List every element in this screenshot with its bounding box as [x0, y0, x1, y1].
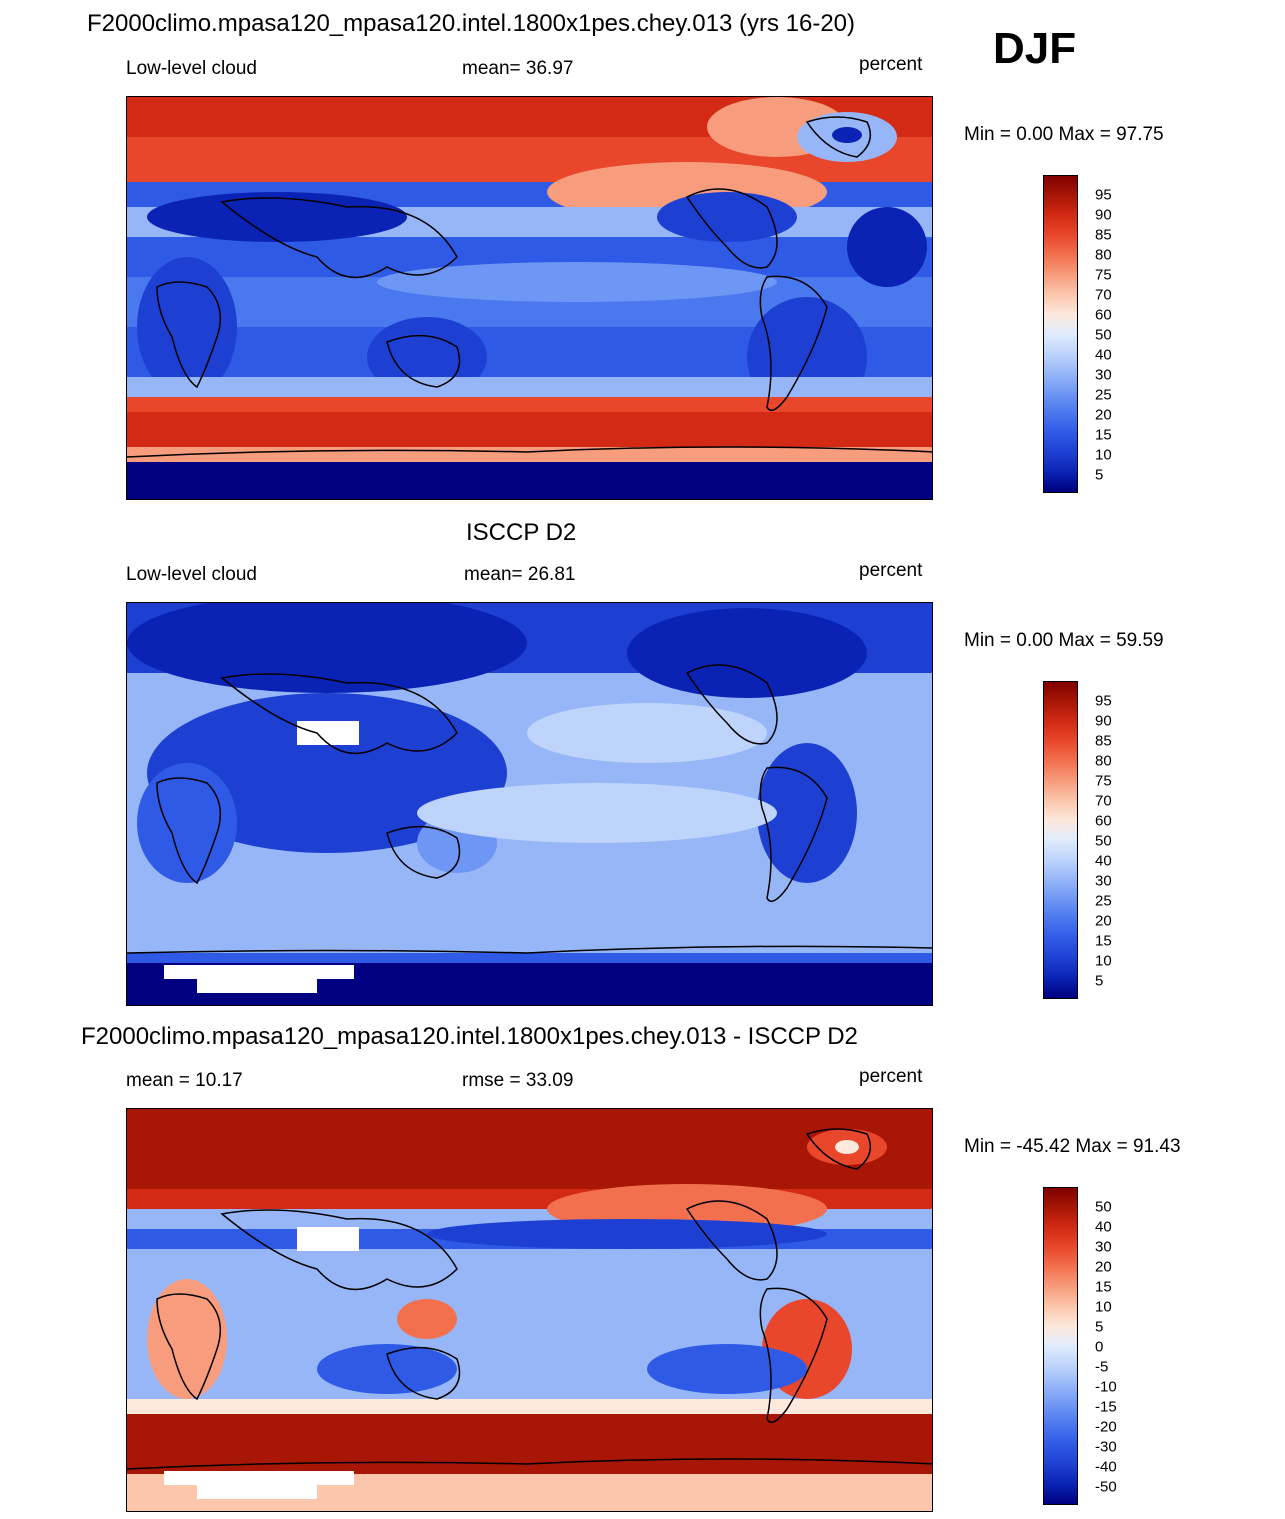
- panel-minmax-model: Min = 0.00 Max = 97.75: [964, 124, 1164, 145]
- panel-minmax-obs: Min = 0.00 Max = 59.59: [964, 630, 1164, 651]
- colorbar-model-label: 60: [1095, 306, 1112, 324]
- panel-units-obs: percent: [859, 560, 923, 581]
- colorbar-obs-label: 70: [1095, 792, 1112, 810]
- colorbar-model-label: 30: [1095, 366, 1112, 384]
- coastlines: [127, 116, 932, 458]
- colorbar-model-label: 85: [1095, 226, 1112, 244]
- panel-mean-obs: mean= 26.81: [464, 564, 576, 585]
- map-obs-low-cloud: [126, 602, 933, 1006]
- colorbar-diff-label: 10: [1095, 1298, 1112, 1316]
- map-obs-svg: [127, 603, 932, 1005]
- colorbar-obs-label: 85: [1095, 732, 1112, 750]
- colorbar-obs-label: 60: [1095, 812, 1112, 830]
- colorbar-model-label: 15: [1095, 426, 1112, 444]
- panel-title-obs: ISCCP D2: [466, 519, 577, 546]
- coastlines: [127, 1128, 932, 1470]
- panel-rmse-diff: rmse = 33.09: [462, 1070, 574, 1091]
- panel-units-model: percent: [859, 54, 923, 75]
- colorbar-obs-label: 5: [1095, 972, 1104, 990]
- colorbar-obs-label: 25: [1095, 892, 1112, 910]
- colorbar-diff-label: -50: [1095, 1478, 1117, 1496]
- colorbar-obs-box: [1043, 681, 1078, 999]
- season-label: DJF: [993, 24, 1077, 73]
- colorbar-obs-label: 95: [1095, 692, 1112, 710]
- panel-title-model: F2000climo.mpasa120_mpasa120.intel.1800x…: [87, 10, 856, 37]
- colorbar-model-label: 75: [1095, 266, 1112, 284]
- colorbar-diff-label: -40: [1095, 1458, 1117, 1476]
- colorbar-model-label: 95: [1095, 186, 1112, 204]
- colorbar-model-label: 70: [1095, 286, 1112, 304]
- colorbar-obs-label: 90: [1095, 712, 1112, 730]
- colorbar-diff-box: [1043, 1187, 1078, 1505]
- panel-mean-diff: mean = 10.17: [126, 1070, 243, 1091]
- panel-minmax-diff: Min = -45.42 Max = 91.43: [964, 1136, 1181, 1157]
- colorbar-diff-label: -15: [1095, 1398, 1117, 1416]
- panel-left-label-model: Low-level cloud: [126, 58, 257, 79]
- colorbar-model-label: 50: [1095, 326, 1112, 344]
- colorbar-model-label: 90: [1095, 206, 1112, 224]
- map-model-low-cloud: [126, 96, 933, 500]
- colorbar-model-label: 20: [1095, 406, 1112, 424]
- colorbar-obs-label: 15: [1095, 932, 1112, 950]
- colorbar-diff-label: 30: [1095, 1238, 1112, 1256]
- panel-units-diff: percent: [859, 1066, 923, 1087]
- panel-left-label-obs: Low-level cloud: [126, 564, 257, 585]
- colorbar-model-label: 10: [1095, 446, 1112, 464]
- panel-mean-model: mean= 36.97: [462, 58, 574, 79]
- coastlines: [127, 664, 932, 954]
- colorbar-diff-label: -20: [1095, 1418, 1117, 1436]
- colorbar-diff-label: 50: [1095, 1198, 1112, 1216]
- colorbar-model-label: 40: [1095, 346, 1112, 364]
- colorbar-model-label: 25: [1095, 386, 1112, 404]
- colorbar-diff-label: 0: [1095, 1338, 1104, 1356]
- colorbar-diff-label: 15: [1095, 1278, 1112, 1296]
- colorbar-diff-label: -5: [1095, 1358, 1109, 1376]
- map-diff-svg: [127, 1109, 932, 1511]
- colorbar-diff-label: -10: [1095, 1378, 1117, 1396]
- colorbar-diff-label: 40: [1095, 1218, 1112, 1236]
- colorbar-obs-label: 50: [1095, 832, 1112, 850]
- colorbar-obs-label: 80: [1095, 752, 1112, 770]
- colorbar-model-box: [1043, 175, 1078, 493]
- colorbar-model-label: 80: [1095, 246, 1112, 264]
- colorbar-obs-label: 10: [1095, 952, 1112, 970]
- colorbar-diff-label: 20: [1095, 1258, 1112, 1276]
- colorbar-obs-label: 30: [1095, 872, 1112, 890]
- map-model-svg: [127, 97, 932, 499]
- colorbar-model-label: 5: [1095, 466, 1104, 484]
- colorbar-diff-label: -30: [1095, 1438, 1117, 1456]
- colorbar-obs-label: 20: [1095, 912, 1112, 930]
- panel-title-diff: F2000climo.mpasa120_mpasa120.intel.1800x…: [81, 1023, 858, 1050]
- map-diff-low-cloud: [126, 1108, 933, 1512]
- colorbar-diff-label: 5: [1095, 1318, 1104, 1336]
- colorbar-obs-label: 75: [1095, 772, 1112, 790]
- colorbar-obs-label: 40: [1095, 852, 1112, 870]
